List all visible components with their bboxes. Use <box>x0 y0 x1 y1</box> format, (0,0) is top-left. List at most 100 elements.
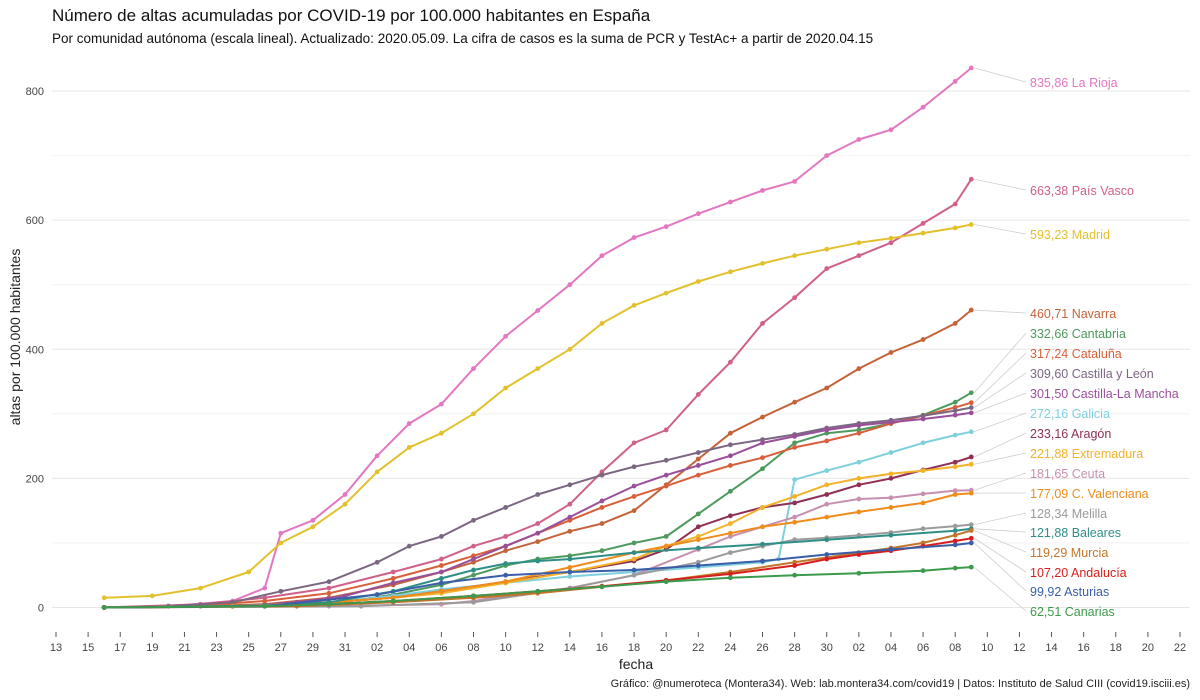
series-end-label: 663,38 País Vasco <box>1030 184 1134 198</box>
series-end-label: 181,65 Ceuta <box>1030 467 1105 481</box>
label-leader <box>974 412 1027 433</box>
data-point <box>599 584 605 590</box>
series-end-label: 460,71 Navarra <box>1030 307 1116 321</box>
data-point <box>856 459 862 465</box>
data-point <box>599 498 605 504</box>
data-point <box>663 579 669 585</box>
data-point <box>342 492 348 497</box>
data-point <box>471 593 476 599</box>
y-tick-label: 0 <box>38 602 44 614</box>
data-point <box>471 556 476 562</box>
data-point <box>856 253 862 259</box>
data-point <box>952 492 958 497</box>
data-point <box>198 585 203 591</box>
data-point <box>535 492 541 497</box>
data-point <box>760 321 765 326</box>
data-point <box>952 408 958 413</box>
data-point <box>728 463 733 468</box>
x-tick-label: 16 <box>1078 642 1090 654</box>
data-point <box>599 548 605 554</box>
data-point <box>856 240 862 246</box>
series-end-label: 332,66 Cantabria <box>1030 327 1126 341</box>
data-point <box>438 556 444 562</box>
data-point <box>503 548 508 554</box>
data-point <box>968 400 974 406</box>
label-leader <box>974 309 1027 314</box>
data-point <box>968 564 974 570</box>
series-end-label: 62,51 Canarias <box>1030 605 1115 619</box>
data-point <box>952 225 958 231</box>
data-point <box>728 521 733 526</box>
data-point <box>631 540 637 546</box>
data-point <box>920 568 926 574</box>
data-point <box>695 537 701 543</box>
chart-caption: Gráfico: @numeroteca (Montera34). Web: l… <box>610 678 1190 690</box>
y-axis-title: altas por 100.000 habitantes <box>7 249 23 426</box>
data-point <box>567 528 573 534</box>
data-point <box>262 585 268 591</box>
series-end-label: 272,16 Galicia <box>1030 407 1110 421</box>
data-point <box>920 220 926 226</box>
data-point <box>503 534 508 539</box>
data-point <box>760 558 765 564</box>
data-point <box>230 599 236 605</box>
series-navarra <box>101 307 974 610</box>
data-point <box>760 188 765 193</box>
label-leader <box>973 352 1027 403</box>
series-castilla-la-mancha <box>101 410 974 610</box>
data-point <box>760 440 765 446</box>
x-tick-label: 12 <box>1013 642 1025 654</box>
data-point <box>535 588 541 594</box>
data-point <box>567 514 573 520</box>
data-point <box>438 534 444 539</box>
data-point <box>760 541 765 547</box>
data-point <box>952 78 958 84</box>
label-leader <box>973 566 1027 612</box>
data-point <box>326 585 332 591</box>
data-point <box>728 359 733 365</box>
data-point <box>792 477 798 483</box>
data-point <box>503 543 508 549</box>
data-point <box>968 405 974 411</box>
x-tick-label: 25 <box>243 642 255 654</box>
series-baleares <box>101 526 974 610</box>
data-point <box>471 543 476 549</box>
data-point <box>503 579 508 585</box>
data-point <box>567 346 573 352</box>
data-point <box>920 468 926 474</box>
data-point <box>952 412 958 418</box>
series-end-label: 317,24 Cataluña <box>1030 347 1122 361</box>
data-point <box>888 495 894 501</box>
data-point <box>631 235 637 240</box>
data-point <box>599 505 605 510</box>
data-point <box>438 569 444 575</box>
x-tick-label: 20 <box>1142 642 1154 654</box>
x-tick-label: 14 <box>564 642 576 654</box>
data-point <box>695 563 701 568</box>
data-point <box>728 430 733 436</box>
data-point <box>438 580 444 586</box>
data-point <box>535 539 541 545</box>
data-point <box>824 153 830 159</box>
data-point <box>567 565 573 570</box>
data-point <box>856 475 862 481</box>
data-point <box>920 526 926 532</box>
x-tick-label: 30 <box>821 642 833 654</box>
y-tick-label: 200 <box>26 473 44 485</box>
data-point <box>599 472 605 478</box>
data-point <box>824 246 830 252</box>
data-point <box>824 514 830 520</box>
data-point <box>695 472 701 478</box>
x-tick-label: 18 <box>1110 642 1122 654</box>
data-point <box>631 494 637 499</box>
data-point <box>663 224 669 230</box>
data-point <box>856 423 862 428</box>
data-point <box>968 429 974 435</box>
x-tick-label: 21 <box>178 642 190 654</box>
x-tick-label: 02 <box>371 642 383 654</box>
label-leader <box>974 530 1027 553</box>
data-point <box>888 450 894 455</box>
data-point <box>952 528 958 534</box>
label-leader <box>973 542 1027 592</box>
